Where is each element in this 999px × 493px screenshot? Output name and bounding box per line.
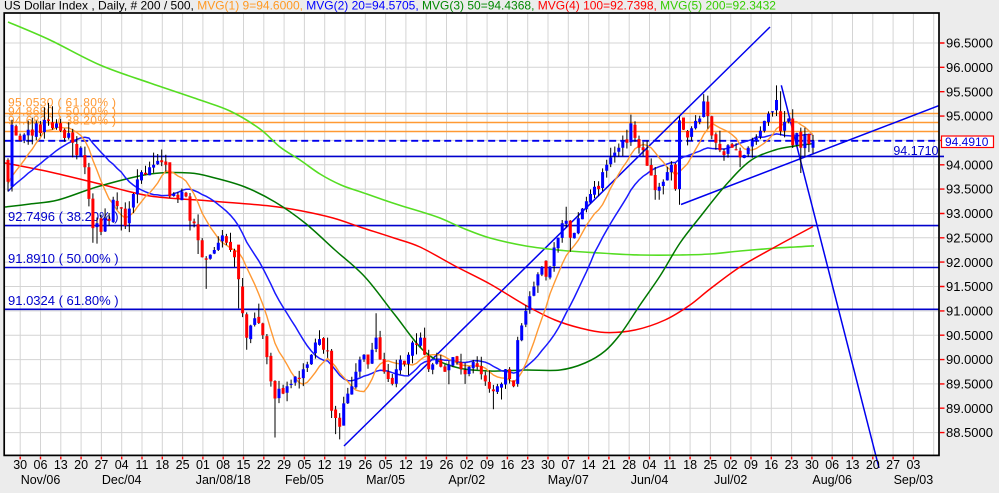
svg-text:91.0324 ( 61.80% ): 91.0324 ( 61.80% ) [8,293,119,308]
svg-text:19: 19 [419,458,433,472]
svg-text:23: 23 [521,458,535,472]
svg-text:19: 19 [338,458,352,472]
svg-text:30: 30 [541,458,555,472]
svg-text:13: 13 [846,458,860,472]
svg-text:12: 12 [399,458,413,472]
svg-text:12: 12 [318,458,332,472]
svg-text:18: 18 [683,458,697,472]
svg-text:01: 01 [196,458,210,472]
svg-text:90.0000: 90.0000 [946,352,993,367]
svg-text:07: 07 [561,458,575,472]
svg-text:91.0000: 91.0000 [946,304,993,319]
svg-text:26: 26 [440,458,454,472]
svg-text:02: 02 [724,458,738,472]
svg-text:Sep/03: Sep/03 [894,473,934,487]
svg-text:14: 14 [582,458,596,472]
svg-text:16: 16 [764,458,778,472]
svg-text:Mar/05: Mar/05 [366,473,405,487]
svg-text:90.5000: 90.5000 [946,328,993,343]
svg-text:89.5000: 89.5000 [946,377,993,392]
svg-text:94.6830 ( 38.20% ): 94.6830 ( 38.20% ) [8,114,116,128]
svg-text:91.8910 ( 50.00% ): 91.8910 ( 50.00% ) [8,251,119,266]
svg-text:16: 16 [500,458,514,472]
svg-text:Jun/04: Jun/04 [631,473,669,487]
svg-text:US Dollar Index , Daily, # 200: US Dollar Index , Daily, # 200 / 500, MV… [4,0,776,13]
svg-text:25: 25 [703,458,717,472]
svg-text:11: 11 [136,458,149,472]
svg-text:09: 09 [744,458,758,472]
svg-text:95.5000: 95.5000 [946,84,993,99]
svg-text:21: 21 [602,458,616,472]
svg-text:95.0000: 95.0000 [946,109,993,124]
svg-text:15: 15 [237,458,251,472]
svg-text:20: 20 [866,458,880,472]
svg-text:91.5000: 91.5000 [946,279,993,294]
svg-text:94.8680 ( 50.00% ): 94.8680 ( 50.00% ) [8,105,116,119]
svg-text:94.1710: 94.1710 [893,144,938,158]
svg-text:Jul/02: Jul/02 [714,473,747,487]
svg-text:20: 20 [74,458,88,472]
svg-text:18: 18 [155,458,169,472]
svg-text:88.5000: 88.5000 [946,425,993,440]
svg-text:94.0000: 94.0000 [946,157,993,172]
svg-text:94.4910: 94.4910 [945,135,989,149]
svg-text:25: 25 [176,458,190,472]
svg-text:02: 02 [460,458,474,472]
svg-text:96.0000: 96.0000 [946,60,993,75]
svg-text:92.5000: 92.5000 [946,230,993,245]
svg-text:06: 06 [34,458,48,472]
svg-text:30: 30 [805,458,819,472]
svg-text:27: 27 [886,458,900,472]
svg-text:Dec/04: Dec/04 [102,473,142,487]
svg-text:28: 28 [622,458,636,472]
svg-text:May/07: May/07 [548,473,589,487]
svg-text:05: 05 [297,458,311,472]
svg-text:23: 23 [785,458,799,472]
svg-text:89.0000: 89.0000 [946,401,993,416]
svg-text:95.0530 ( 61.80% ): 95.0530 ( 61.80% ) [8,96,116,110]
svg-text:Feb/05: Feb/05 [285,473,324,487]
svg-text:26: 26 [358,458,372,472]
svg-text:93.5000: 93.5000 [946,182,993,197]
svg-text:08: 08 [216,458,230,472]
svg-text:Nov/06: Nov/06 [21,473,61,487]
svg-text:05: 05 [379,458,393,472]
svg-text:13: 13 [54,458,68,472]
svg-text:Apr/02: Apr/02 [448,473,485,487]
svg-text:93.0000: 93.0000 [946,206,993,221]
svg-text:03: 03 [906,458,920,472]
svg-text:Jan/08/18: Jan/08/18 [196,473,251,487]
svg-text:04: 04 [643,458,657,472]
svg-text:30: 30 [13,458,27,472]
svg-text:09: 09 [480,458,494,472]
svg-text:22: 22 [257,458,271,472]
svg-text:96.5000: 96.5000 [946,36,993,51]
svg-text:11: 11 [663,458,676,472]
svg-text:92.7496 ( 38.20% ): 92.7496 ( 38.20% ) [8,209,119,224]
svg-text:29: 29 [277,458,291,472]
svg-text:27: 27 [94,458,108,472]
svg-text:92.0000: 92.0000 [946,255,993,270]
svg-text:04: 04 [115,458,129,472]
svg-text:Aug/06: Aug/06 [812,473,852,487]
svg-text:06: 06 [825,458,839,472]
